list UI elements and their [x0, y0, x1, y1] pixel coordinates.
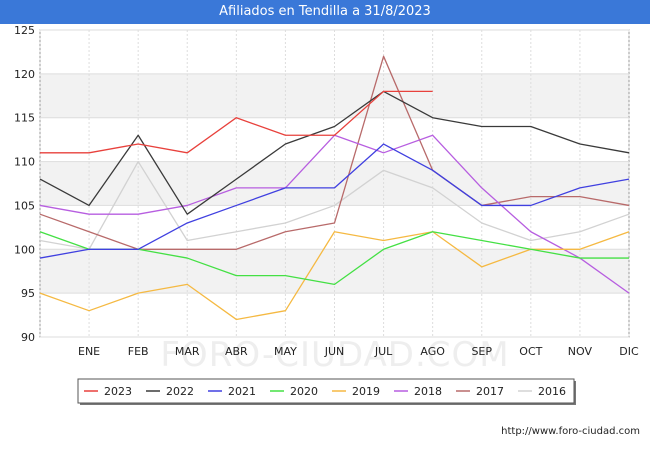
x-tick-label: ENE [78, 345, 100, 358]
legend-label-2022: 2022 [166, 385, 194, 398]
legend-label-2021: 2021 [228, 385, 256, 398]
x-tick-label: SEP [471, 345, 492, 358]
y-tick-label: 110 [14, 156, 35, 169]
legend-label-2017: 2017 [476, 385, 504, 398]
legend-label-2023: 2023 [104, 385, 132, 398]
legend-label-2020: 2020 [290, 385, 318, 398]
y-tick-label: 90 [21, 331, 35, 344]
series-line-2016 [39, 160, 630, 250]
series-line-2023 [40, 90, 433, 154]
chart-title: Afiliados en Tendilla a 31/8/2023 [0, 0, 650, 24]
x-tick-label: OCT [519, 345, 542, 358]
y-tick-label: 115 [14, 112, 35, 125]
x-tick-label: MAY [274, 345, 297, 358]
x-tick-label: NOV [568, 345, 593, 358]
legend [77, 378, 575, 404]
y-tick-label: 120 [14, 68, 35, 81]
x-tick-label: ABR [225, 345, 248, 358]
x-tick-label: FEB [128, 345, 149, 358]
y-tick-label: 125 [14, 24, 35, 37]
legend-label-2016: 2016 [538, 385, 566, 398]
y-tick-label: 105 [14, 199, 35, 212]
y-tick-label: 100 [14, 243, 35, 256]
series-line-2022 [39, 90, 630, 215]
legend-label-2019: 2019 [352, 385, 380, 398]
x-tick-label: JUL [374, 345, 393, 358]
source-url[interactable]: http://www.foro-ciudad.com [501, 426, 640, 437]
series-line-2021 [39, 143, 630, 259]
x-tick-label: JUN [324, 345, 345, 358]
watermark: FORO-CIUDAD.COM [160, 335, 509, 375]
x-tick-label: MAR [175, 345, 200, 358]
legend-label-2018: 2018 [414, 385, 442, 398]
x-tick-label: AGO [420, 345, 445, 358]
x-tick-label: DIC [619, 345, 639, 358]
y-tick-label: 95 [21, 287, 35, 300]
